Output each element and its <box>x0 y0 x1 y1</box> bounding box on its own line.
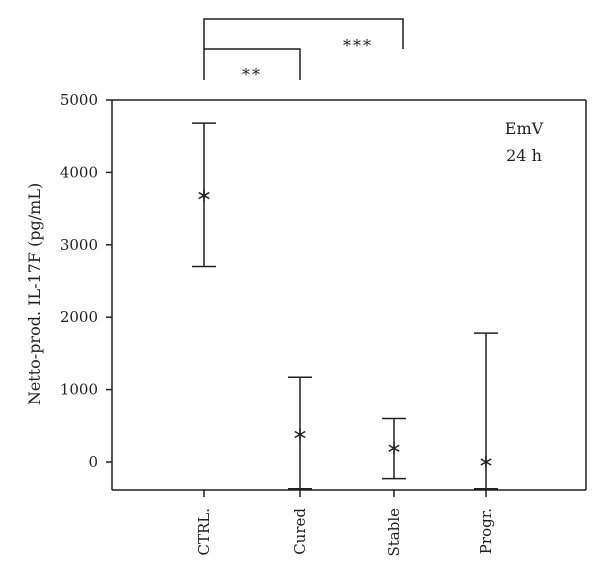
median-marker <box>294 428 306 441</box>
x-ticks: CTRL. Cured Stable Progr. <box>195 490 495 557</box>
plot-area <box>111 99 587 491</box>
y-axis-title: Netto-prod. IL-17F (pg/mL) <box>25 183 44 405</box>
y-tick-label: 1000 <box>60 381 98 399</box>
median-marker <box>198 189 210 202</box>
y-tick-label: 5000 <box>60 91 98 109</box>
bracket-line <box>203 18 404 49</box>
data-point-ctrl <box>192 122 216 268</box>
bracket-line <box>203 48 301 80</box>
data-point-stable <box>382 417 406 480</box>
y-tick-label: 3000 <box>60 236 98 254</box>
median-marker <box>480 456 492 468</box>
y-ticks: 0 1000 2000 3000 4000 5000 <box>60 91 112 471</box>
significance-bracket: ** <box>203 48 301 84</box>
y-tick-label: 2000 <box>60 308 98 326</box>
median-marker <box>388 442 400 455</box>
significance-brackets: ***** <box>203 18 404 84</box>
y-tick-label: 4000 <box>60 163 98 181</box>
data-point-cured <box>288 376 312 490</box>
annotation-24h: 24 h <box>506 146 542 165</box>
x-tick-label: Stable <box>385 508 403 557</box>
significance-label: *** <box>343 36 373 55</box>
significance-label: ** <box>242 65 262 84</box>
x-tick-label: Cured <box>291 508 309 555</box>
annotation-emv: EmV <box>505 119 544 138</box>
x-tick-label: CTRL. <box>195 508 213 556</box>
data-series <box>192 122 498 490</box>
data-point-progr <box>474 332 498 490</box>
significance-bracket: *** <box>203 18 404 55</box>
y-tick-label: 0 <box>88 453 98 471</box>
x-tick-label: Progr. <box>477 508 495 554</box>
